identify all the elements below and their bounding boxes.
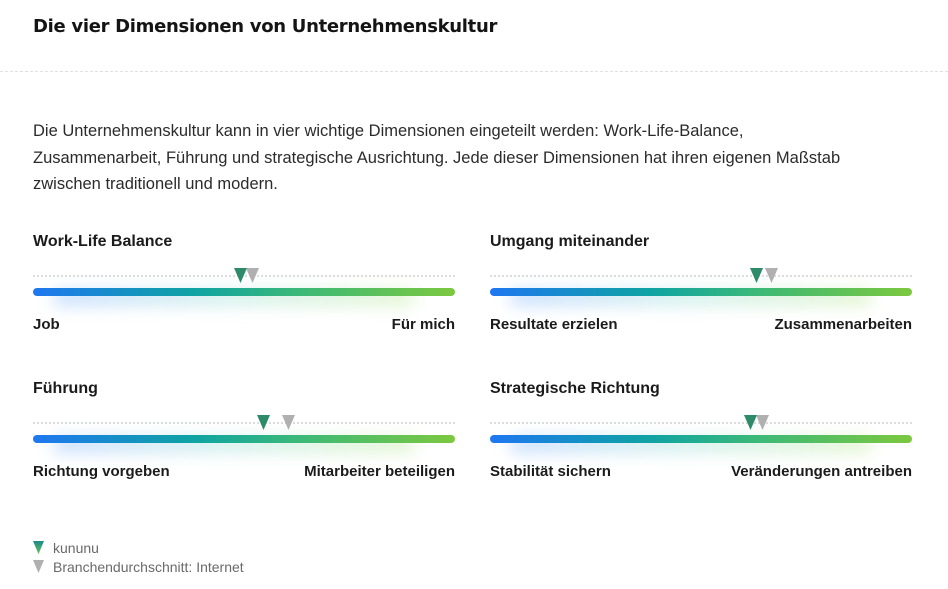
scale-left-label: Resultate erzielen [490,316,618,333]
kununu-marker-icon [256,415,270,430]
industry-marker-icon [764,268,778,283]
legend-item-industry: Branchendurchschnitt: Internet [33,557,244,576]
dimension-title: Work-Life Balance [33,233,173,250]
scale-bar [490,435,912,443]
legend-label-industry: Branchendurchschnitt: Internet [53,558,244,575]
scale-left-label: Richtung vorgeben [33,463,170,480]
scale-bar [33,288,455,296]
dimension-title: Umgang miteinander [490,233,650,250]
legend-item-kununu: kununu [33,538,244,557]
header: Die vier Dimensionen von Unternehmenskul… [0,0,948,72]
industry-marker-icon [246,268,260,283]
dimension-title: Strategische Richtung [490,380,660,397]
page-title: Die vier Dimensionen von Unternehmenskul… [33,16,498,37]
scale-right-label: Mitarbeiter beteiligen [304,463,455,480]
industry-marker-icon [282,415,296,430]
dotted-guide [33,275,455,277]
industry-marker-icon [756,415,770,430]
triangle-down-gray-icon [33,560,44,573]
scale-right-label: Für mich [391,316,455,333]
scale-left-label: Stabilität sichern [490,463,611,480]
triangle-down-green-icon [33,541,44,554]
scale-bar [490,288,912,296]
legend: kununu Branchendurchschnitt: Internet [33,538,244,576]
dotted-guide [490,275,912,277]
dimension-title: Führung [33,380,98,397]
scale-bar [33,435,455,443]
dotted-guide [33,422,455,424]
kununu-marker-icon [749,268,763,283]
legend-label-kununu: kununu [53,539,99,556]
scale-right-label: Veränderungen antreiben [731,463,912,480]
kununu-marker-icon [743,415,757,430]
scale-right-label: Zusammenarbeiten [774,316,912,333]
dotted-guide [490,422,912,424]
scale-left-label: Job [33,316,60,333]
intro-text: Die Unternehmenskultur kann in vier wich… [33,122,841,193]
kununu-marker-icon [233,268,247,283]
